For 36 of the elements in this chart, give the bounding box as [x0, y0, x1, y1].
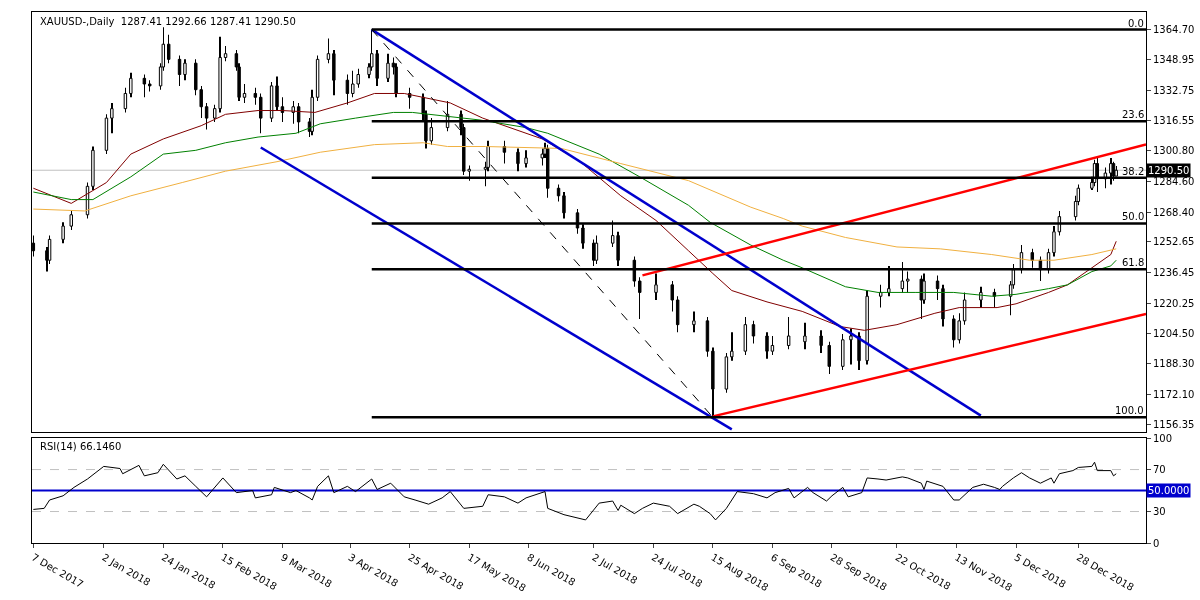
x-tick-label: 7 Dec 2017: [29, 551, 86, 590]
y-tick-label: 1364.70: [1153, 24, 1195, 36]
y-tick-label: 1252.65: [1153, 236, 1195, 248]
y-tick-label: 1236.45: [1153, 267, 1195, 279]
x-tick-label: 17 May 2018: [465, 551, 528, 594]
ref-line-label: 1290.50: [1148, 165, 1190, 176]
series-label: 100.0: [1115, 405, 1144, 416]
y-tick-label: 100: [1153, 432, 1173, 444]
x-tick-label: 5 Dec 2018: [1012, 551, 1068, 590]
y-tick-label: 1300.80: [1153, 145, 1195, 157]
y-tick-label: 1172.10: [1153, 389, 1195, 401]
y-tick-label: 1204.50: [1153, 327, 1195, 339]
x-tick-label: 28 Sep 2018: [828, 551, 889, 593]
chart-title: RSI(14) 66.1460: [40, 441, 122, 452]
series-label: 61.8: [1122, 257, 1145, 268]
series-label: 0.0: [1128, 18, 1144, 29]
x-tick-label: 28 Dec 2018: [1074, 551, 1136, 594]
ref-line-label: 50.0000: [1148, 485, 1190, 496]
line-series: [32, 111, 1117, 297]
y-tick-label: 1188.30: [1153, 358, 1195, 370]
y-tick-label: 1316.55: [1153, 115, 1195, 127]
y-tick-label: 1220.25: [1153, 297, 1195, 309]
legend-label: 38.2: [1122, 166, 1145, 177]
line-series: [32, 92, 1117, 331]
series-label: 23.6: [1122, 109, 1145, 120]
y-tick-label: 1156.35: [1153, 418, 1195, 430]
y-tick-label: 30: [1153, 506, 1166, 518]
y-tick-label: 1348.95: [1153, 53, 1195, 65]
y-tick-label: 0: [1153, 537, 1160, 549]
series-label: 50.0: [1122, 211, 1145, 222]
y-tick-label: 1284.60: [1153, 175, 1195, 187]
y-tick-label: 70: [1153, 464, 1166, 476]
y-tick-label: 1268.40: [1153, 206, 1195, 218]
line-series: [32, 142, 1117, 261]
y-tick-label: 1332.75: [1153, 84, 1195, 96]
chart-title: XAUUSD-,Daily 1287.41 1292.66 1287.41 1290.50: [40, 16, 296, 27]
